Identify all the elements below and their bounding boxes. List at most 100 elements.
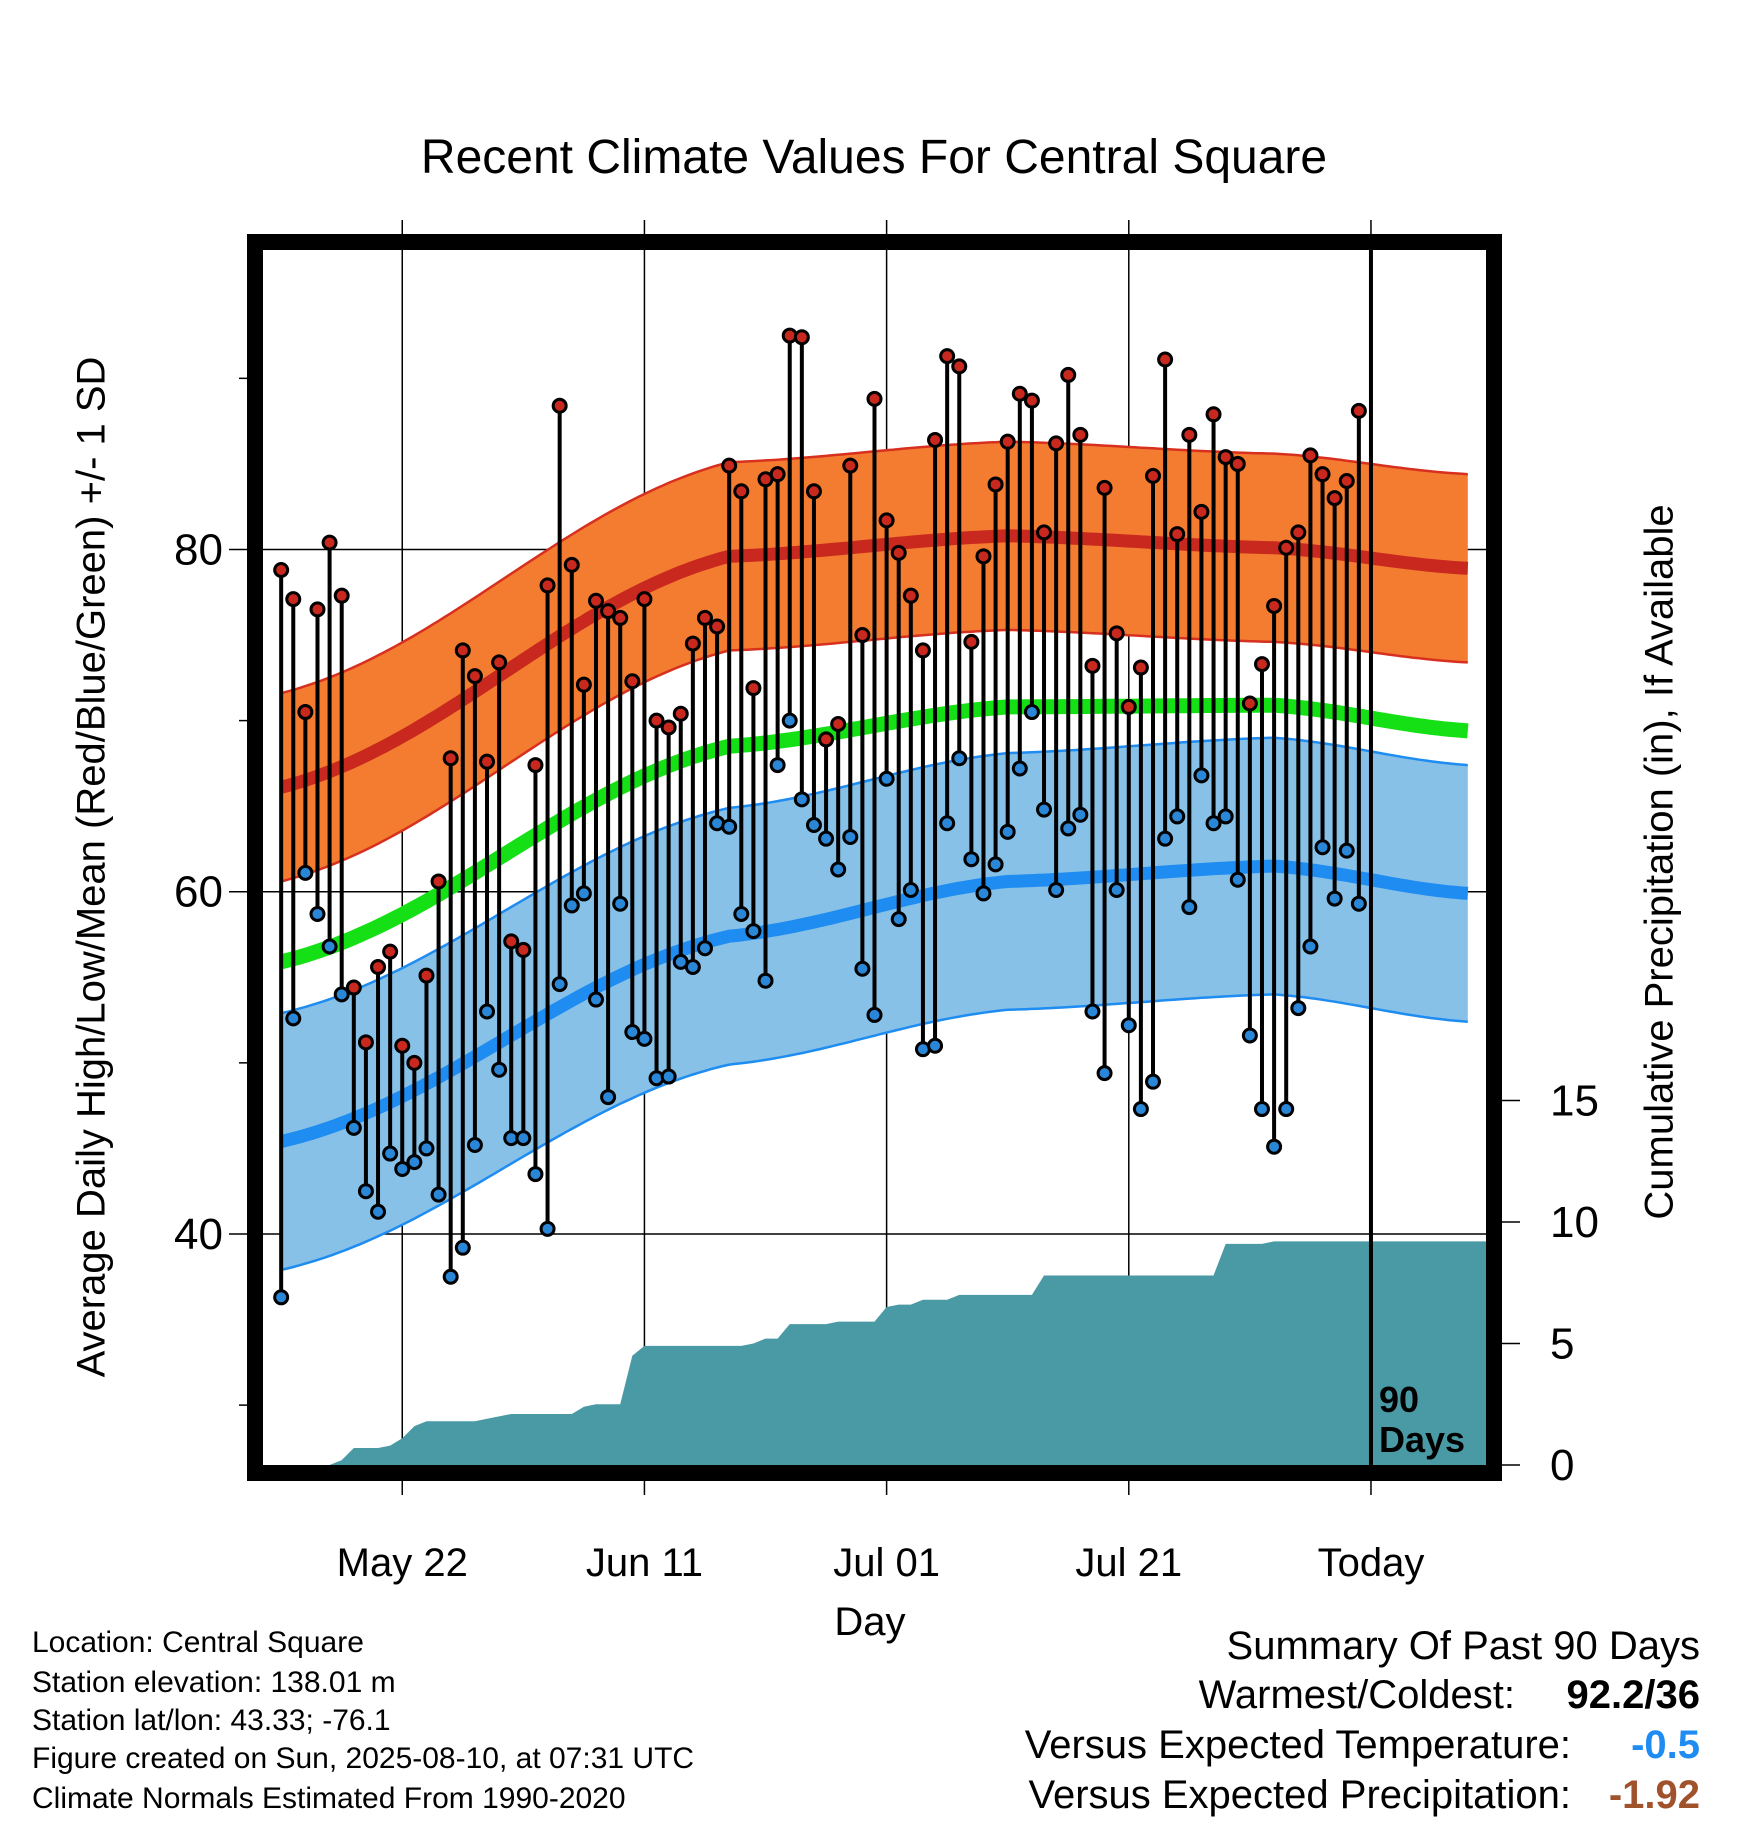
daily-low-point	[273, 1289, 290, 1306]
daily-high-point	[951, 358, 968, 375]
daily-high-point	[1084, 657, 1101, 674]
info-created: Figure created on Sun, 2025-08-10, at 07…	[32, 1742, 695, 1775]
daily-high-point	[527, 757, 544, 774]
daily-high-point	[721, 457, 738, 474]
daily-high-point	[1278, 539, 1295, 556]
daily-low-point	[1120, 1017, 1137, 1034]
daily-high-point	[1060, 366, 1077, 383]
daily-high-point	[1023, 392, 1040, 409]
info-latlon: Station lat/lon: 43.33; -76.1	[32, 1704, 391, 1737]
daily-low-point	[902, 882, 919, 899]
daily-low-point	[1229, 871, 1246, 888]
daily-high-point	[285, 591, 302, 608]
daily-high-point	[1048, 435, 1065, 452]
summary-warm-cold-value: 92.2/36	[1566, 1673, 1700, 1717]
daily-high-point	[382, 943, 399, 960]
daily-low-point	[1157, 830, 1174, 847]
daily-low-point	[781, 712, 798, 729]
info-elevation: Station elevation: 138.01 m	[32, 1666, 396, 1699]
daily-low-point	[793, 791, 810, 808]
daily-low-point	[769, 757, 786, 774]
daily-low-point	[866, 1006, 883, 1023]
daily-high-point	[1145, 467, 1162, 484]
daily-high-point	[660, 719, 677, 736]
daily-high-point	[1108, 625, 1125, 642]
y-tick-label-right: 5	[1550, 1320, 1574, 1369]
y-tick-label-left: 80	[174, 525, 223, 574]
daily-low-point	[636, 1030, 653, 1047]
daily-low-point	[999, 823, 1016, 840]
daily-high-point	[914, 642, 931, 659]
summary-warm-cold-label: Warmest/Coldest:	[1198, 1673, 1515, 1717]
daily-low-point	[1132, 1101, 1149, 1118]
daily-high-point	[854, 627, 871, 644]
daily-low-point	[479, 1003, 496, 1020]
daily-low-point	[575, 885, 592, 902]
daily-low-point	[382, 1145, 399, 1162]
daily-low-point	[1011, 760, 1028, 777]
plot-frame	[247, 234, 1502, 1481]
daily-high-point	[394, 1037, 411, 1054]
daily-low-point	[587, 991, 604, 1008]
summary-temp-label: Versus Expected Temperature:	[1024, 1723, 1571, 1767]
daily-high-point	[587, 592, 604, 609]
marker-label-number: 90	[1379, 1379, 1419, 1420]
daily-low-point	[1023, 704, 1040, 721]
daily-low-point	[684, 959, 701, 976]
daily-high-point	[575, 676, 592, 693]
daily-low-point	[1169, 808, 1186, 825]
daily-high-point	[1229, 455, 1246, 472]
daily-high-point	[1350, 402, 1367, 419]
daily-low-point	[818, 830, 835, 847]
daily-high-point	[333, 587, 350, 604]
daily-high-point	[1253, 656, 1270, 673]
daily-low-point	[1278, 1101, 1295, 1118]
daily-low-point	[1217, 808, 1234, 825]
daily-low-point	[1338, 842, 1355, 859]
daily-low-point	[1302, 938, 1319, 955]
daily-high-point	[1314, 466, 1331, 483]
daily-low-point	[624, 1024, 641, 1041]
daily-high-point	[1157, 351, 1174, 368]
daily-high-point	[406, 1054, 423, 1071]
marker-label-days: Days	[1379, 1419, 1465, 1460]
daily-high-point	[1266, 597, 1283, 614]
daily-low-point	[515, 1130, 532, 1147]
daily-high-point	[636, 591, 653, 608]
daily-high-point	[1120, 698, 1137, 715]
daily-high-point	[1338, 473, 1355, 490]
chart-title: Recent Climate Values For Central Square	[420, 131, 1328, 184]
daily-high-point	[503, 933, 520, 950]
daily-high-point	[745, 680, 762, 697]
daily-low-point	[1181, 899, 1198, 916]
daily-low-point	[1096, 1065, 1113, 1082]
daily-high-point	[975, 548, 992, 565]
summary-title: Summary Of Past 90 Days	[1226, 1624, 1700, 1668]
daily-low-point	[927, 1037, 944, 1054]
daily-high-point	[1132, 659, 1149, 676]
y-tick-label-left: 40	[174, 1210, 223, 1259]
daily-high-point	[963, 633, 980, 650]
daily-high-point	[842, 457, 859, 474]
daily-high-point	[539, 577, 556, 594]
daily-low-point	[285, 1010, 302, 1027]
x-tick-label: Jun 11	[586, 1541, 703, 1585]
daily-high-point	[696, 609, 713, 626]
daily-high-point	[418, 967, 435, 984]
daily-low-point	[975, 885, 992, 902]
daily-high-point	[1096, 479, 1113, 496]
daily-high-point	[866, 390, 883, 407]
daily-high-point	[805, 483, 822, 500]
daily-low-point	[951, 750, 968, 767]
daily-high-point	[890, 544, 907, 561]
x-tick-label: Jul 21	[1075, 1541, 1182, 1585]
daily-low-point	[1048, 882, 1065, 899]
daily-high-point	[902, 587, 919, 604]
daily-low-point	[321, 938, 338, 955]
daily-high-point	[987, 476, 1004, 493]
daily-high-point	[309, 601, 326, 618]
daily-high-point	[1193, 503, 1210, 520]
info-location: Location: Central Square	[32, 1626, 364, 1659]
low-band-lower-edge	[280, 993, 1468, 1272]
plot-area	[263, 250, 1486, 1465]
